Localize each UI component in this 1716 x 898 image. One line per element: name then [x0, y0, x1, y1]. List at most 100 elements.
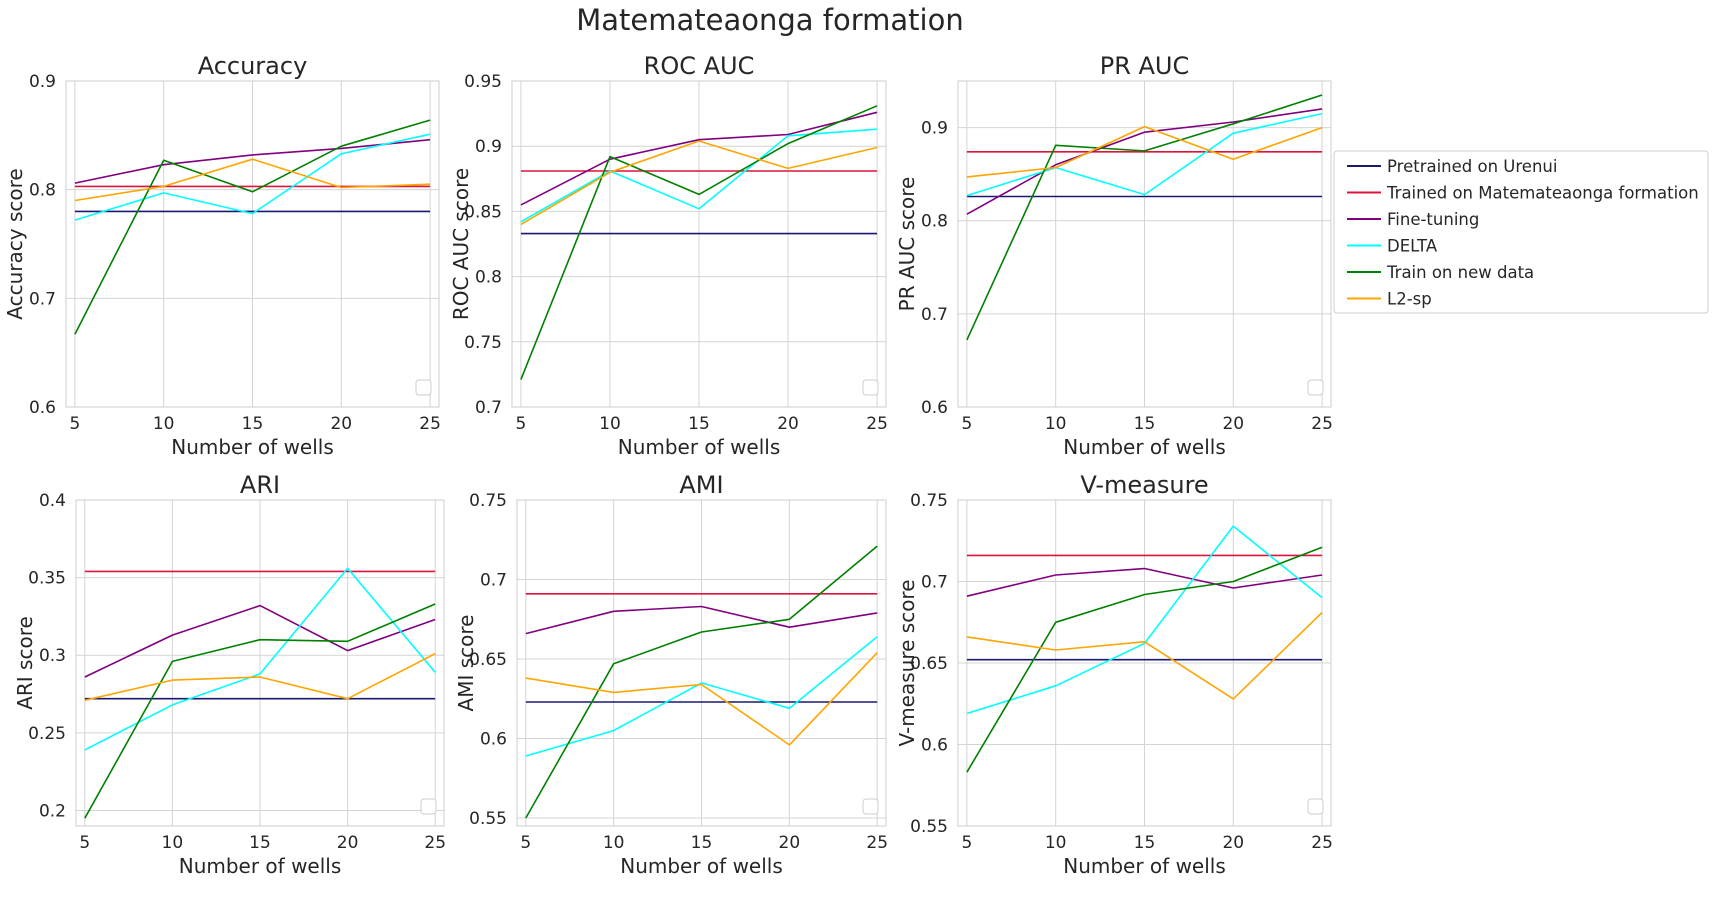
empty-legend-box [420, 798, 437, 815]
chart-title: ROC AUC [644, 52, 755, 80]
y-tick-label: 0.8 [29, 181, 56, 201]
series-line-l2-sp [84, 652, 436, 702]
series-line-fine-tuning [74, 138, 431, 184]
x-tick-label: 15 [1134, 833, 1156, 853]
x-axis-label: Number of wells [618, 435, 781, 459]
y-tick-label: 0.7 [475, 398, 502, 418]
series-line-delta [525, 636, 878, 757]
y-axis-label: AMI score [454, 615, 478, 712]
x-tick-label: 20 [1222, 414, 1244, 434]
legend-frame [1333, 150, 1709, 314]
y-tick-label: 0.4 [39, 491, 66, 511]
x-tick-label: 5 [79, 833, 90, 853]
series-line-delta [74, 133, 431, 221]
x-tick-label: 15 [1134, 414, 1156, 434]
x-tick-label: 20 [779, 833, 801, 853]
y-tick-label: 0.25 [28, 724, 66, 744]
x-tick-label: 15 [242, 414, 264, 434]
y-tick-label: 0.75 [464, 333, 502, 353]
series-line-l2-sp [525, 652, 878, 746]
charts-group: 5 10 15 20 25 0.6 0.7 0.8 0.9 Accuracy Number of w… [3, 52, 1333, 878]
series-line-train-on-new-data [520, 105, 878, 380]
y-tick-label: 0.75 [469, 491, 507, 511]
plot-frame [511, 80, 887, 408]
y-tick-label: 0.7 [480, 571, 507, 591]
y-axis-label: PR AUC score [895, 177, 919, 312]
y-axis-label: V-measure score [895, 579, 919, 746]
chart-roc-auc: 5 10 15 20 25 0.7 0.75 0.8 0.85 0.9 0.95 ROC AUC Num… [449, 52, 888, 459]
x-tick-label: 10 [1045, 833, 1067, 853]
x-tick-label: 20 [337, 833, 359, 853]
y-tick-label: 0.35 [28, 569, 66, 589]
x-tick-label: 5 [520, 833, 531, 853]
figure-title: Matemateaonga formation [576, 3, 963, 37]
y-tick-label: 0.55 [469, 809, 507, 829]
plot-frame [957, 499, 1332, 827]
plot-frame [65, 80, 440, 408]
y-tick-label: 0.9 [29, 72, 56, 92]
legend-label: Train on new data [1386, 263, 1534, 282]
x-tick-label: 10 [1045, 414, 1067, 434]
x-tick-label: 25 [1311, 833, 1333, 853]
y-tick-label: 0.7 [921, 305, 948, 325]
chart-title: PR AUC [1100, 52, 1190, 80]
y-axis-label: ARI score [13, 616, 37, 710]
series-line-train-on-new-data [966, 546, 1323, 773]
y-tick-label: 0.95 [464, 72, 502, 92]
chart-pr-auc: 5 10 15 20 25 0.6 0.7 0.8 0.9 PR AUC Number of wel… [895, 52, 1333, 459]
x-tick-label: 15 [249, 833, 271, 853]
y-tick-label: 0.9 [475, 137, 502, 157]
x-axis-label: Number of wells [1063, 854, 1226, 878]
series-line-fine-tuning [525, 605, 878, 635]
x-tick-label: 10 [162, 833, 184, 853]
y-tick-label: 0.85 [464, 202, 502, 222]
x-axis-label: Number of wells [620, 854, 783, 878]
legend-label: Fine-tuning [1387, 210, 1479, 229]
x-tick-label: 10 [599, 414, 621, 434]
legend-label: L2-sp [1387, 290, 1432, 309]
y-tick-label: 0.55 [910, 817, 948, 837]
y-tick-label: 0.7 [921, 573, 948, 593]
series-line-train-on-new-data [966, 94, 1323, 341]
x-tick-label: 15 [691, 833, 713, 853]
x-tick-label: 5 [961, 414, 972, 434]
y-tick-label: 0.7 [29, 289, 56, 309]
x-tick-label: 20 [777, 414, 799, 434]
legend-label: Trained on Matemateaonga formation [1386, 184, 1699, 203]
y-tick-label: 0.6 [921, 736, 948, 756]
y-tick-label: 0.65 [910, 654, 948, 674]
legend: Pretrained on Urenui Trained on Matematea… [1333, 150, 1709, 314]
x-tick-label: 25 [419, 414, 441, 434]
series-line-l2-sp [74, 158, 431, 202]
x-tick-label: 20 [1222, 833, 1244, 853]
chart-title: ARI [240, 471, 280, 499]
series-line-delta [966, 112, 1323, 197]
y-axis-label: Accuracy score [3, 168, 27, 319]
series-line-l2-sp [966, 125, 1323, 178]
chart-accuracy: 5 10 15 20 25 0.6 0.7 0.8 0.9 Accuracy Number of w… [3, 52, 441, 459]
plot-frame [516, 499, 887, 827]
chart-title: AMI [679, 471, 723, 499]
series-line-train-on-new-data [84, 603, 436, 819]
x-tick-label: 15 [688, 414, 710, 434]
x-axis-label: Number of wells [171, 435, 334, 459]
series-line-delta [520, 128, 878, 223]
series-line-l2-sp [520, 140, 878, 226]
y-tick-label: 0.65 [469, 650, 507, 670]
empty-legend-box [415, 379, 432, 396]
chart-ari: 5 10 15 20 25 0.2 0.25 0.3 0.35 0.4 ARI Number of w… [13, 471, 446, 878]
x-tick-label: 25 [1311, 414, 1333, 434]
x-tick-label: 25 [866, 833, 888, 853]
y-tick-label: 0.2 [39, 801, 66, 821]
empty-legend-box [862, 379, 879, 396]
series-line-train-on-new-data [74, 119, 431, 335]
chart-ami: 5 10 15 20 25 0.55 0.6 0.65 0.7 0.75 AMI Number of … [454, 471, 888, 878]
y-tick-label: 0.6 [921, 398, 948, 418]
y-tick-label: 0.8 [921, 212, 948, 232]
y-tick-label: 0.3 [39, 646, 66, 666]
series-line-fine-tuning [84, 604, 436, 678]
legend-label: Pretrained on Urenui [1387, 157, 1557, 176]
series-line-fine-tuning [520, 111, 878, 206]
x-axis-label: Number of wells [179, 854, 342, 878]
